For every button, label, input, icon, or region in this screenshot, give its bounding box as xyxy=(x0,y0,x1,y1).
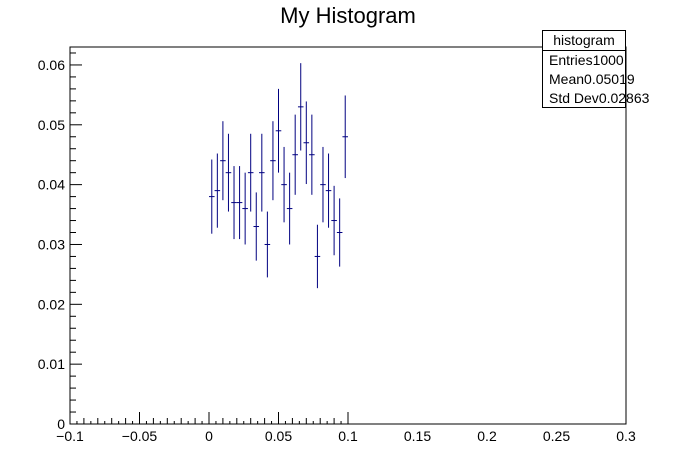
data-point xyxy=(247,133,254,212)
data-point xyxy=(275,88,282,173)
y-tick-label: 0 xyxy=(57,416,65,432)
data-point xyxy=(209,159,215,234)
data-point xyxy=(325,153,332,228)
stats-label: Std Dev xyxy=(549,90,599,106)
x-tick-label: −0.1 xyxy=(56,428,84,444)
stats-value: 0.02863 xyxy=(598,90,650,106)
y-tick-label: 0.01 xyxy=(38,356,65,372)
y-tick-label: 0.04 xyxy=(38,177,65,193)
stats-row-std-dev: Std Dev 0.02863 xyxy=(543,89,649,108)
data-point xyxy=(303,101,310,185)
data-point xyxy=(270,121,276,201)
data-point xyxy=(231,166,237,240)
x-axis: −0.1 −0.05 0 0.05 0.1 0.15 0.2 0.25 0.3 xyxy=(56,412,636,444)
x-tick-label: 0.05 xyxy=(265,428,292,444)
stats-box: histogram Entries 1000 Mean 0.05019 Std … xyxy=(542,30,649,108)
data-point xyxy=(281,146,287,223)
chart-title: My Histogram xyxy=(280,3,416,28)
data-point xyxy=(314,224,321,289)
x-tick-label: 0.25 xyxy=(543,428,570,444)
data-point xyxy=(253,192,260,261)
y-axis: 0 0.01 0.02 0.03 0.04 0.05 0.06 xyxy=(38,52,82,432)
stats-label: Entries xyxy=(549,52,593,68)
x-tick-label: 0.1 xyxy=(338,428,358,444)
y-tick-label: 0.06 xyxy=(38,57,65,73)
x-tick-label: −0.05 xyxy=(122,428,158,444)
x-tick-label: 0.15 xyxy=(404,428,431,444)
data-point xyxy=(264,211,271,278)
x-tick-label: 0 xyxy=(205,428,213,444)
data-points xyxy=(209,63,348,289)
stats-row-entries: Entries 1000 xyxy=(543,51,625,70)
data-point xyxy=(214,153,221,228)
data-point xyxy=(320,146,326,223)
data-point xyxy=(292,114,298,195)
stats-value: 1000 xyxy=(592,52,624,68)
data-point xyxy=(309,114,315,195)
x-tick-label: 0.2 xyxy=(477,428,497,444)
data-point xyxy=(220,121,226,201)
data-point xyxy=(336,198,343,267)
y-tick-label: 0.03 xyxy=(38,236,65,252)
data-point xyxy=(225,133,232,212)
data-point xyxy=(236,166,243,240)
stats-row-mean: Mean 0.05019 xyxy=(543,70,635,89)
data-point xyxy=(286,172,293,245)
y-tick-label: 0.02 xyxy=(38,296,65,312)
data-point xyxy=(242,172,248,245)
x-tick-label: 0.3 xyxy=(616,428,636,444)
data-point xyxy=(259,133,265,212)
data-point xyxy=(331,185,337,256)
stats-value: 0.05019 xyxy=(584,71,635,87)
stats-title: histogram xyxy=(543,31,625,51)
data-point xyxy=(297,63,304,151)
data-point xyxy=(342,95,348,179)
y-tick-label: 0.05 xyxy=(38,117,65,133)
stats-label: Mean xyxy=(549,71,585,87)
